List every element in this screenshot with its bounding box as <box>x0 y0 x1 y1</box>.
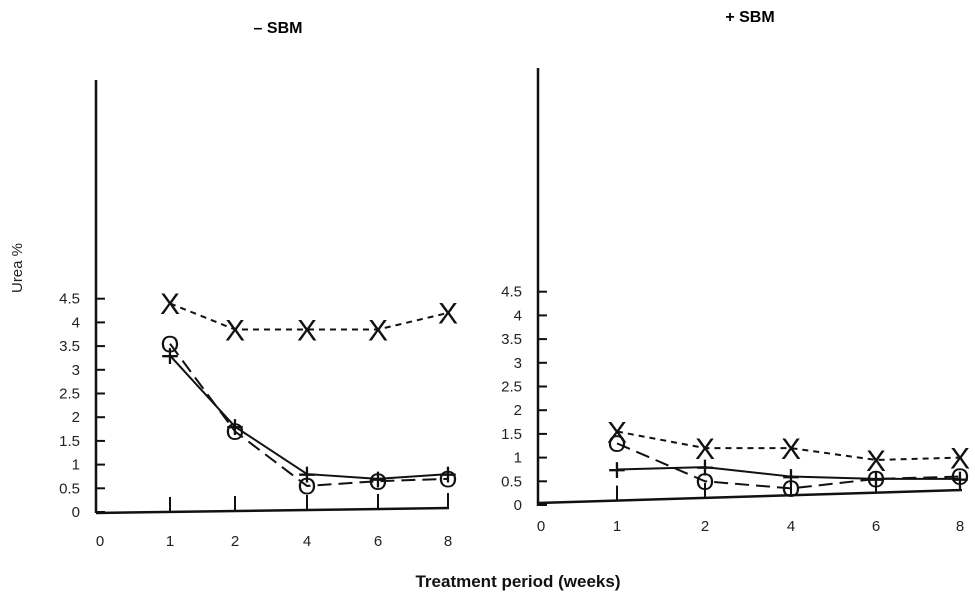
x-tick-label: 0 <box>96 533 104 550</box>
y-tick-label: 1.5 <box>501 426 522 443</box>
y-tick-label: 2.5 <box>59 386 80 403</box>
data-point-marker: X <box>297 314 317 347</box>
x-tick-label: 6 <box>872 518 880 535</box>
series-line <box>616 430 961 461</box>
chart-title: + SBM <box>725 9 774 26</box>
y-tick-label: 1 <box>72 457 80 474</box>
data-point-marker: + <box>867 461 886 497</box>
data-point-marker: + <box>298 457 317 493</box>
series-line <box>616 466 960 480</box>
series-line <box>169 354 449 480</box>
data-point-marker: X <box>160 288 180 321</box>
x-axis-line <box>95 506 450 515</box>
y-tick-label: 4.5 <box>59 291 80 308</box>
y-tick-label: 3.5 <box>59 338 80 355</box>
data-point-marker: + <box>369 461 388 497</box>
y-axis-label: Urea % <box>9 243 26 293</box>
y-tick-label: 2 <box>72 409 80 426</box>
series-line <box>169 302 449 331</box>
data-point-marker: X <box>438 298 458 331</box>
y-tick-label: 3 <box>514 355 522 372</box>
data-point-marker: O <box>951 464 970 491</box>
x-tick-label: 4 <box>787 518 795 535</box>
y-tick-label: 2 <box>514 402 522 419</box>
y-tick-label: 4 <box>72 314 80 331</box>
data-point-marker: O <box>226 419 245 446</box>
y-tick-label: 4 <box>514 307 522 324</box>
data-point-marker: O <box>867 467 886 494</box>
x-tick-label: 2 <box>701 518 709 535</box>
y-tick-label: 4.5 <box>501 284 522 301</box>
data-point-marker: X <box>225 314 245 347</box>
y-tick-label: 0.5 <box>59 480 80 497</box>
y-tick-label: 0 <box>72 504 80 521</box>
data-point-marker: X <box>607 416 627 449</box>
data-point-marker: O <box>608 431 627 458</box>
y-tick-label: 3 <box>72 362 80 379</box>
data-point-marker: + <box>161 338 180 374</box>
y-tick-label: 2.5 <box>501 379 522 396</box>
x-tick-label: 1 <box>166 533 174 550</box>
x-tick-label: 1 <box>613 518 621 535</box>
data-point-marker: + <box>226 409 245 445</box>
data-point-marker: + <box>951 461 970 497</box>
chart-title: – SBM <box>254 20 303 37</box>
data-point-marker: O <box>696 469 715 496</box>
data-point-marker: X <box>368 314 388 347</box>
data-point-marker: + <box>696 450 715 486</box>
y-tick-label: 0.5 <box>501 473 522 490</box>
data-point-marker: O <box>298 474 317 501</box>
data-point-marker: O <box>369 469 388 496</box>
y-tick-label: 3.5 <box>501 331 522 348</box>
y-tick-label: 1.5 <box>59 433 80 450</box>
data-point-marker: O <box>782 476 801 503</box>
data-point-marker: X <box>950 442 970 475</box>
data-point-marker: + <box>782 459 801 495</box>
data-point-marker: + <box>439 457 458 493</box>
x-tick-label: 8 <box>444 533 452 550</box>
x-axis-label: Treatment period (weeks) <box>415 572 620 591</box>
data-point-marker: + <box>608 452 627 488</box>
y-tick-label: 0 <box>514 497 522 514</box>
x-tick-label: 2 <box>231 533 239 550</box>
x-tick-label: 4 <box>303 533 311 550</box>
data-point-marker: X <box>781 433 801 466</box>
data-point-marker: O <box>439 466 458 493</box>
x-tick-label: 0 <box>537 518 545 535</box>
data-point-marker: X <box>695 433 715 466</box>
panel-minus-sbm: – SBM Urea % 0 0.5 1 1.5 2 2.5 3 3.5 4 4.5 0 1 2 4 6 8 X X X… <box>9 20 458 550</box>
x-tick-label: 8 <box>956 518 964 535</box>
data-point-marker: X <box>866 445 886 478</box>
data-point-marker: O <box>161 331 180 358</box>
y-tick-label: 1 <box>514 450 522 467</box>
x-axis-line <box>537 488 963 505</box>
x-tick-label: 6 <box>374 533 382 550</box>
